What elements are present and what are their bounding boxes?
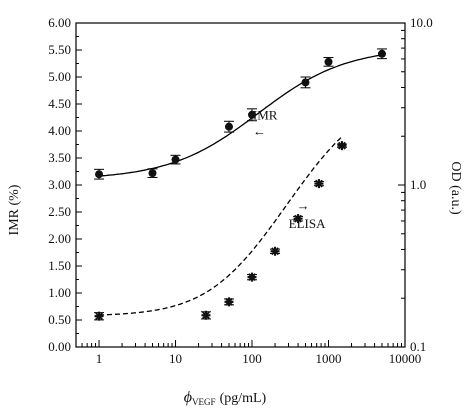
left-y-axis-label: IMR (%) [7,184,22,235]
elisa-star-stroke [202,311,210,320]
x-tick-label: 100 [242,351,262,366]
x-tick-label: 1000 [316,351,342,366]
right-y-tick-label: 1.0 [410,177,426,192]
elisa-data-point [337,141,347,151]
right-y-tick-label: 10.0 [410,15,433,30]
elisa-data-point [270,246,280,256]
x-tick-label: 10000 [389,351,422,366]
elisa-star-stroke [248,273,256,282]
elisa-data-point [314,179,324,189]
imr-data-point [95,170,104,179]
left-y-tick-label: 2.00 [48,231,71,246]
elisa-data-point [224,297,234,307]
left-y-tick-label: 3.50 [48,150,71,165]
right-y-axis-label: OD (a.u.) [448,161,463,215]
left-y-tick-label: 0.50 [48,312,71,327]
imr-data-point [171,155,180,164]
plot-axes [75,22,406,348]
elisa-star-stroke [294,214,303,223]
imr-data-point [377,49,386,58]
elisa-star-stroke [315,179,323,188]
x-tick-label: 1 [96,351,103,366]
left-y-tick-label: 1.00 [48,285,71,300]
elisa-annotation-label: ELISA [289,216,326,231]
x-axis-label: ϕVEGF (pg/mL) [184,389,267,407]
series-annotations: IMR← → ELISA [253,108,326,232]
left-y-tick-label: 5.50 [48,42,71,57]
imr-annotation-label: IMR [253,108,278,123]
elisa-star-stroke [95,312,103,321]
elisa-annotation-arrow: → [297,198,310,213]
left-y-tick-label: 5.00 [48,69,71,84]
fit-curves [98,54,383,316]
left-y-tick-label: 6.00 [48,15,71,30]
left-y-tick-label: 2.50 [48,204,71,219]
elisa-data-point [293,214,303,224]
plot-frame [75,22,406,348]
left-y-tick-label: 0.00 [48,339,71,354]
x-axis-label-symbol: ϕ [184,389,192,406]
imr-data-point [148,169,157,178]
elisa-data-point [247,272,257,282]
x-axis-ticks: 1 10 100 1000 10000 [81,340,422,366]
imr-fit-curve [98,54,383,177]
right-y-tick-label: 0.1 [410,339,426,354]
right-y-axis-ticks: 0.1 1.0 10.0 [398,15,433,354]
left-y-axis-ticks: 0.00 0.50 1.00 1.50 2.00 2.50 3.00 3.50 4.00 4.50… [48,15,82,354]
imr-data-point [248,110,257,119]
x-tick-label: 10 [169,351,182,366]
imr-data-point [224,122,233,131]
elisa-star-stroke [271,247,279,256]
x-axis-label-unit: (pg/mL) [220,391,267,406]
imr-data-point [301,78,310,87]
left-y-tick-label: 3.00 [48,177,71,192]
x-axis-label-subscript: VEGF [192,397,216,407]
data-points [94,48,387,321]
left-y-tick-label: 1.50 [48,258,71,273]
elisa-star-stroke [338,141,346,150]
elisa-fit-curve [99,136,343,316]
imr-data-point [324,57,333,66]
elisa-data-point [201,310,211,320]
elisa-data-point [94,311,104,321]
left-y-tick-label: 4.50 [48,96,71,111]
imr-annotation-arrow: ← [253,124,266,139]
elisa-star-stroke [225,297,233,306]
left-y-tick-label: 4.00 [48,123,71,138]
